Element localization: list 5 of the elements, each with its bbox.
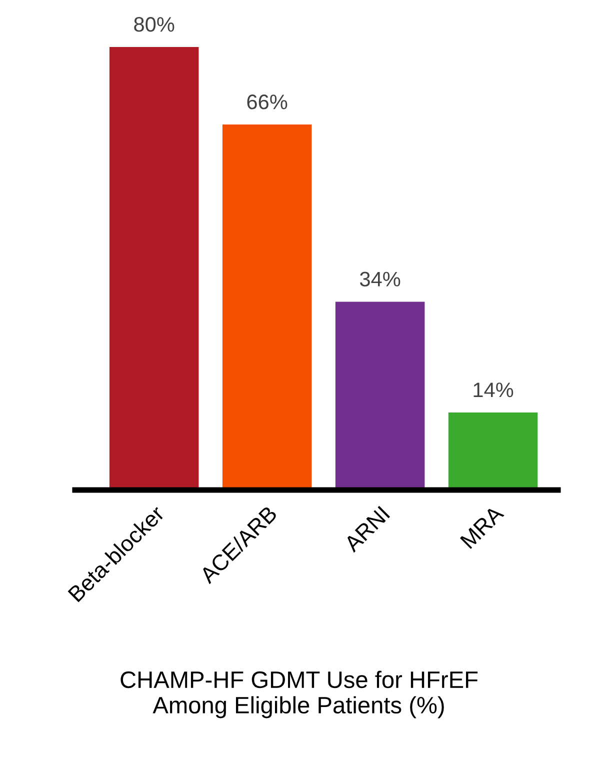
data-label: 14% — [474, 382, 514, 398]
data-label: 80% — [134, 17, 174, 32]
x-axis-title: CHAMP-HF GDMT Use for HFrEF Among Eligible Patients (%) — [120, 670, 478, 718]
data-label: 66% — [247, 94, 288, 110]
data-label: 34% — [360, 272, 400, 286]
